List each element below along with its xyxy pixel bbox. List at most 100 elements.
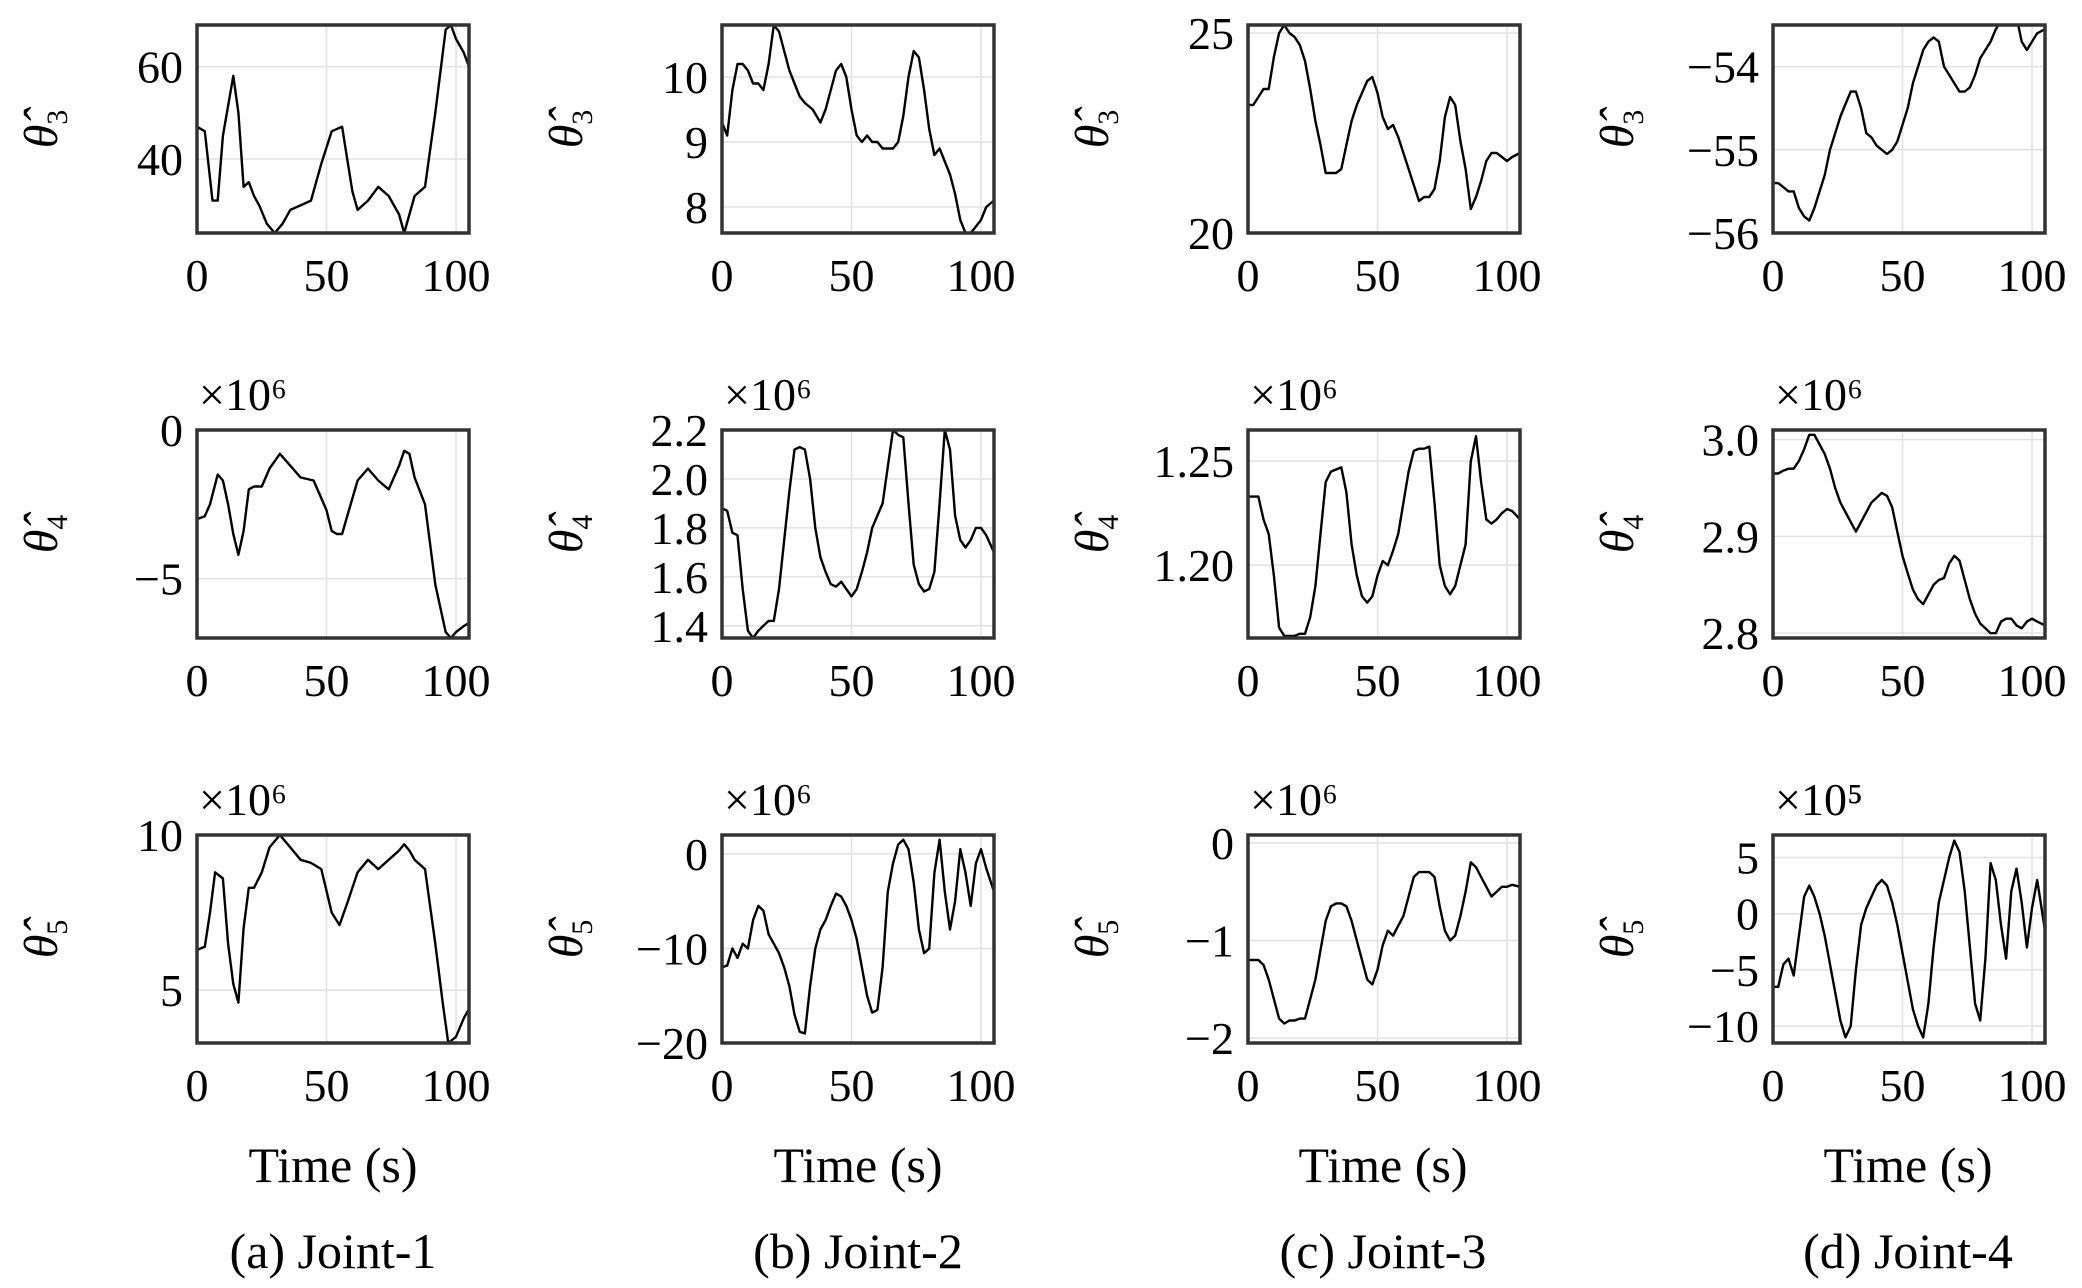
caption-joint-4: (d) Joint-4	[1803, 1223, 2013, 1279]
plot-frame	[1246, 23, 1522, 235]
y-tick-label: 60	[137, 42, 183, 93]
y-axis-label: θ̂5	[1066, 917, 1125, 959]
x-tick-label: 100	[947, 655, 1016, 706]
x-tick-label: 0	[711, 655, 734, 706]
y-axis-label: θ̂4	[1591, 512, 1650, 554]
x-tick-label: 0	[1762, 1060, 1785, 1111]
subplot-r1c3: 0 50 100 2.8 2.9 3.0 θ̂4 ×10⁶	[1591, 369, 2067, 706]
plot-frame	[1246, 428, 1522, 640]
y-axis-subscript: 3	[41, 110, 74, 125]
y-tick-label: 8	[685, 182, 708, 233]
subplot-r1c0: 0 50 100−50θ̂4×10⁶	[15, 369, 491, 706]
x-tick-label: 0	[186, 1060, 209, 1111]
subplot-r1c1: 0 50 100 1.41.61.82.02.2 θ̂4 ×10⁶	[540, 369, 1016, 706]
x-tick-label: 100	[1998, 655, 2067, 706]
x-tick-label: 100	[1473, 1060, 1542, 1111]
x-tick-label: 100	[1473, 655, 1542, 706]
y-axis-subscript: 4	[1617, 515, 1650, 530]
x-tick-label: 100	[422, 1060, 491, 1111]
y-tick-label: −56	[1687, 208, 1759, 259]
subplot-r0c1: 0 50 100 8 9 10 θ̂3	[540, 23, 1016, 301]
y-tick-label: −1	[1185, 915, 1234, 966]
caption-joint-3: (c) Joint-3	[1280, 1223, 1487, 1279]
y-axis-label: θ̂4	[540, 512, 599, 554]
x-tick-label: 100	[1473, 250, 1542, 301]
y-axis-subscript: 5	[41, 920, 74, 935]
scale-multiplier: ×10⁶	[1250, 369, 1338, 420]
plot-frame	[720, 833, 996, 1045]
x-tick-label: 50	[829, 655, 875, 706]
y-tick-label: 0	[1736, 889, 1759, 940]
plot-frame	[195, 428, 471, 640]
x-tick-label: 0	[186, 655, 209, 706]
x-tick-label: 50	[1880, 250, 1926, 301]
x-tick-label: 50	[1355, 1060, 1401, 1111]
y-tick-label: −10	[1687, 1001, 1759, 1052]
series-line	[1248, 25, 1520, 211]
x-tick-label: 50	[1880, 1060, 1926, 1111]
plot-frame	[1771, 833, 2047, 1045]
y-tick-label: 2.8	[1702, 608, 1760, 659]
series-line	[1773, 839, 2045, 1039]
x-tick-label: 0	[1237, 250, 1260, 301]
y-tick-label: 10	[137, 810, 183, 861]
y-axis-subscript: 3	[1617, 110, 1650, 125]
y-tick-label: 5	[160, 965, 183, 1016]
series-line	[722, 430, 994, 638]
subplot-r0c3: 0 50 100 −56 −55 −54 θ̂3	[1591, 23, 2067, 301]
y-tick-label: 20	[1188, 208, 1234, 259]
x-tick-label: 50	[829, 1060, 875, 1111]
y-axis-label: θ̂5	[540, 917, 599, 959]
y-tick-label: 2.0	[651, 454, 709, 505]
y-axis-label: θ̂5	[15, 917, 74, 959]
y-axis-subscript: 5	[1092, 920, 1125, 935]
x-tick-label: 100	[1998, 1060, 2067, 1111]
y-tick-label: 0	[160, 405, 183, 456]
y-tick-label: −55	[1687, 125, 1759, 176]
plot-frame	[1246, 833, 1522, 1045]
x-tick-label: 50	[304, 655, 350, 706]
y-axis-subscript: 3	[566, 110, 599, 125]
x-tick-label: 50	[304, 250, 350, 301]
y-tick-label: 2.2	[651, 405, 709, 456]
subplot-r2c2: 0 50 100 −2 −1 0 θ̂5 ×10⁶	[1066, 774, 1542, 1111]
y-tick-label: 2.9	[1702, 511, 1760, 562]
series-line	[197, 449, 469, 638]
x-tick-label: 100	[1998, 250, 2067, 301]
scale-multiplier: ×10⁶	[199, 369, 287, 420]
y-tick-label: 5	[1736, 832, 1759, 883]
plot-frame	[1771, 23, 2047, 235]
subplot-r0c2: 0 50 100 20 25 θ̂3	[1066, 8, 1542, 301]
caption-joint-2: (b) Joint-2	[753, 1223, 963, 1279]
scale-multiplier: ×10⁶	[724, 774, 812, 825]
series-line	[1773, 433, 2045, 635]
y-axis-subscript: 4	[1092, 515, 1125, 530]
x-tick-label: 50	[1880, 655, 1926, 706]
y-tick-label: 3.0	[1702, 415, 1760, 466]
y-axis-label: θ̂5	[1591, 917, 1650, 959]
x-tick-label: 100	[947, 1060, 1016, 1111]
subplot-r1c2: 0 50 100 1.20 1.25 θ̂4 ×10⁶	[1066, 369, 1542, 706]
y-tick-label: −5	[1710, 945, 1759, 996]
y-tick-label: 0	[1211, 818, 1234, 869]
caption-joint-1: (a) Joint-1	[230, 1223, 437, 1279]
y-tick-label: 0	[685, 829, 708, 880]
y-axis-subscript: 4	[566, 515, 599, 530]
y-tick-label: −2	[1185, 1013, 1234, 1064]
scale-multiplier: ×10⁶	[199, 774, 287, 825]
x-tick-label: 0	[1762, 655, 1785, 706]
y-axis-subscript: 5	[1617, 920, 1650, 935]
x-axis-labels: Time (s) Time (s) Time (s) Time (s)	[248, 1137, 1992, 1193]
y-axis-subscript: 3	[1092, 110, 1125, 125]
y-tick-label: 9	[685, 117, 708, 168]
scale-multiplier: ×10⁵	[1775, 774, 1863, 825]
y-tick-label: −10	[636, 923, 708, 974]
series-line	[722, 25, 994, 233]
y-tick-label: −5	[134, 554, 183, 605]
plot-frame	[195, 23, 471, 235]
y-tick-label: 1.4	[651, 601, 709, 652]
y-tick-label: 10	[662, 52, 708, 103]
subplot-r0c0: 0 50 100 40 60 θ̂3	[15, 23, 491, 301]
